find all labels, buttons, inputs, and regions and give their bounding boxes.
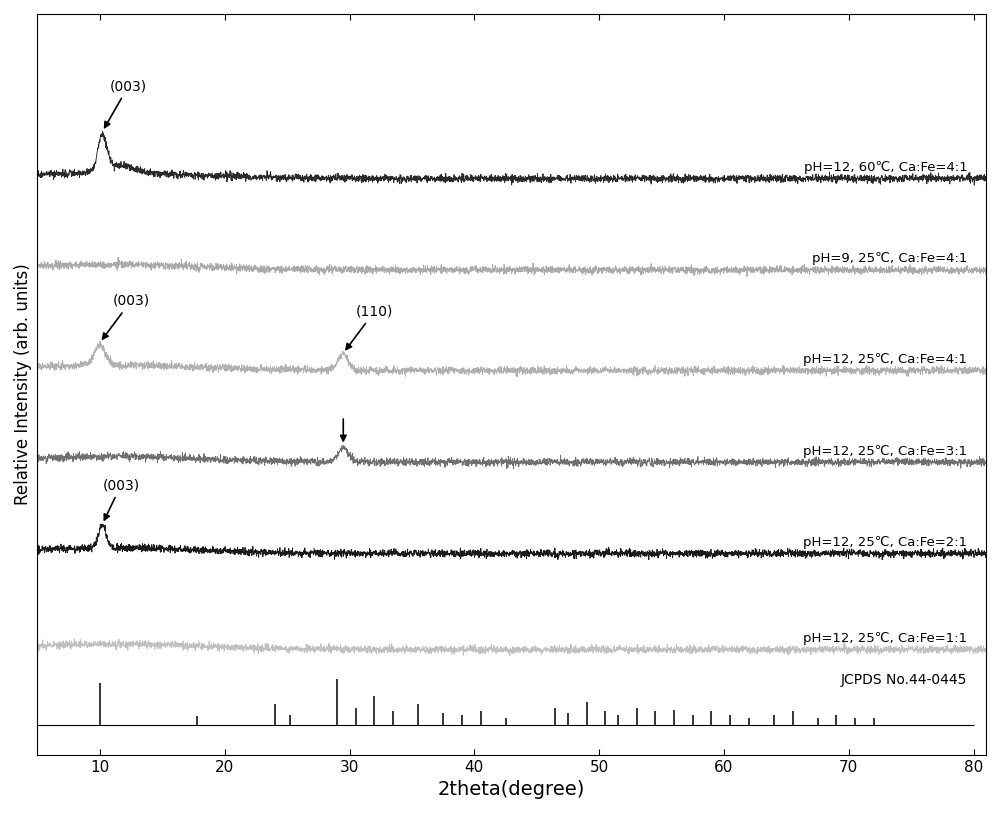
Text: pH=9, 25℃, Ca:Fe=4:1: pH=9, 25℃, Ca:Fe=4:1 bbox=[812, 253, 967, 266]
Text: (003): (003) bbox=[103, 294, 149, 339]
Text: pH=12, 25℃, Ca:Fe=2:1: pH=12, 25℃, Ca:Fe=2:1 bbox=[803, 536, 967, 549]
Text: pH=12, 60℃, Ca:Fe=4:1: pH=12, 60℃, Ca:Fe=4:1 bbox=[804, 161, 967, 174]
Text: (003): (003) bbox=[102, 478, 139, 520]
Y-axis label: Relative Intensity (arb. units): Relative Intensity (arb. units) bbox=[14, 263, 32, 505]
Text: (110): (110) bbox=[346, 304, 393, 350]
Text: pH=12, 25℃, Ca:Fe=3:1: pH=12, 25℃, Ca:Fe=3:1 bbox=[803, 445, 967, 458]
Text: pH=12, 25℃, Ca:Fe=1:1: pH=12, 25℃, Ca:Fe=1:1 bbox=[803, 632, 967, 645]
Text: (003): (003) bbox=[105, 79, 147, 128]
Text: pH=12, 25℃, Ca:Fe=4:1: pH=12, 25℃, Ca:Fe=4:1 bbox=[803, 353, 967, 366]
Text: JCPDS No.44-0445: JCPDS No.44-0445 bbox=[841, 672, 967, 687]
X-axis label: 2theta(degree): 2theta(degree) bbox=[438, 780, 585, 799]
